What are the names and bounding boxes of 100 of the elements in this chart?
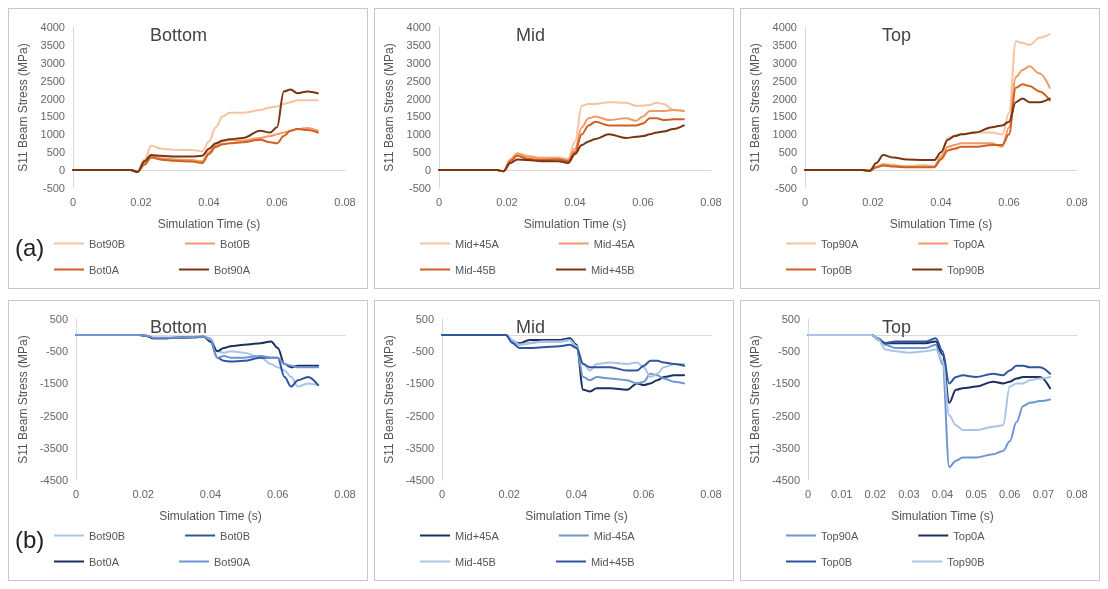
y-tick-label: -1500	[771, 377, 801, 390]
x-axis-title: Simulation Time (s)	[157, 217, 261, 231]
y-tick-label: -1500	[405, 377, 435, 390]
y-tick-label: 2000	[40, 92, 65, 105]
chart-title: Top	[882, 25, 912, 45]
y-tick-label: 4000	[406, 21, 431, 33]
legend-label: Top90B	[947, 555, 985, 568]
chart-title: Bottom	[150, 25, 208, 45]
y-axis-title: S11 Beam Stress (MPa)	[382, 335, 396, 464]
x-tick-label: 0.04	[565, 487, 588, 500]
y-tick-label: -500	[46, 345, 69, 358]
x-tick-label: 0.04	[931, 487, 954, 500]
legend-label: Bot90A	[213, 263, 251, 276]
legend-label: Mid-45A	[593, 237, 636, 250]
y-axis-title: S11 Beam Stress (MPa)	[16, 43, 30, 172]
y-tick-label: 3000	[772, 56, 797, 69]
y-tick-label: -3500	[39, 441, 69, 454]
line-series	[441, 334, 686, 372]
x-tick-label: 0.02	[496, 195, 518, 208]
x-tick-label: 0.03	[898, 487, 920, 500]
x-tick-label: 0.08	[334, 195, 356, 208]
y-tick-label: -2500	[771, 409, 801, 422]
legend-label: Bot90B	[89, 237, 126, 250]
y-tick-label: 1000	[772, 128, 797, 141]
y-tick-label: -2500	[405, 409, 435, 422]
x-tick-label: 0.02	[498, 487, 520, 500]
x-tick-label: 0.01	[830, 487, 853, 500]
y-tick-label: 1000	[40, 128, 65, 141]
legend-label: Mid-45A	[593, 529, 636, 542]
x-tick-label: 0	[435, 195, 443, 208]
y-tick-label: 2000	[406, 92, 431, 105]
x-tick-label: 0.04	[930, 195, 952, 208]
chart-title: Mid	[516, 317, 546, 337]
y-tick-label: 1500	[406, 110, 431, 123]
x-tick-label: 0.02	[130, 195, 152, 208]
x-tick-label: 0.04	[198, 195, 220, 208]
legend-label: Top90A	[821, 237, 859, 250]
y-tick-label: -1500	[39, 377, 69, 390]
text: (a)	[15, 234, 45, 262]
x-tick-label: 0	[438, 487, 446, 500]
x-tick-label: 0.06	[998, 195, 1020, 208]
y-tick-label: 2500	[772, 74, 797, 87]
x-tick-label: 0.02	[864, 487, 886, 500]
x-tick-label: 0.06	[266, 195, 288, 208]
y-tick-label: 1000	[406, 128, 431, 141]
y-tick-label: 500	[415, 313, 435, 325]
x-tick-label: 0	[69, 195, 77, 208]
x-tick-label: 0.06	[999, 487, 1021, 500]
y-tick-label: -3500	[771, 441, 801, 454]
x-axis-title: Simulation Time (s)	[523, 217, 627, 231]
legend-label: Bot90B	[89, 529, 126, 542]
legend-label: Mid+45A	[455, 529, 500, 542]
line-series	[804, 97, 1051, 172]
line-series	[75, 334, 320, 369]
x-axis-title: Simulation Time (s)	[889, 217, 993, 231]
chart-title: Bottom	[150, 317, 208, 337]
legend-label: Bot0A	[89, 263, 120, 276]
x-tick-label: 0	[72, 487, 80, 500]
y-tick-label: 500	[778, 146, 797, 159]
legend-label: Mid+45A	[455, 237, 500, 250]
legend-label: Top0B	[821, 263, 853, 276]
y-tick-label: 3000	[40, 56, 65, 69]
y-tick-label: 2500	[406, 74, 431, 87]
legend-label: Top0A	[953, 237, 986, 250]
y-tick-label: 4000	[40, 21, 65, 33]
x-tick-label: 0.07	[1032, 487, 1055, 500]
x-tick-label: 0.08	[1066, 487, 1088, 500]
y-tick-label: 500	[49, 313, 69, 325]
x-tick-label: 0.06	[267, 487, 289, 500]
chart-title: Mid	[516, 25, 546, 45]
x-tick-label: 0.06	[632, 195, 654, 208]
y-tick-label: -500	[778, 345, 801, 358]
x-tick-label: 0.02	[132, 487, 154, 500]
y-tick-label: 500	[46, 146, 65, 159]
legend-label: Bot0A	[89, 555, 120, 568]
y-tick-label: -500	[412, 345, 435, 358]
x-tick-label: 0.02	[862, 195, 884, 208]
legend-label: Bot0B	[220, 237, 251, 250]
y-axis-title: S11 Beam Stress (MPa)	[382, 43, 396, 172]
y-tick-label: 3500	[40, 38, 65, 51]
x-tick-label: 0.08	[700, 195, 722, 208]
y-tick-label: -500	[408, 182, 431, 194]
y-tick-label: -3500	[405, 441, 435, 454]
y-tick-label: 1500	[40, 110, 65, 123]
x-tick-label: 0.08	[334, 487, 356, 500]
x-tick-label: 0.06	[633, 487, 655, 500]
y-tick-label: -500	[42, 182, 65, 194]
x-axis-title: Simulation Time (s)	[891, 509, 994, 523]
x-tick-label: 0.08	[1066, 195, 1088, 208]
legend-label: Bot0B	[220, 529, 251, 542]
y-tick-label: 0	[424, 164, 431, 177]
x-tick-label: 0.05	[965, 487, 987, 500]
y-tick-label: 2500	[40, 74, 65, 87]
x-tick-label: 0.04	[199, 487, 222, 500]
legend-label: Mid-45B	[455, 555, 496, 568]
y-tick-label: 0	[58, 164, 65, 177]
legend-label: Top90B	[947, 263, 985, 276]
y-tick-label: -4500	[405, 474, 435, 486]
x-tick-label: 0	[801, 195, 809, 208]
chart-title: Top	[882, 317, 912, 337]
